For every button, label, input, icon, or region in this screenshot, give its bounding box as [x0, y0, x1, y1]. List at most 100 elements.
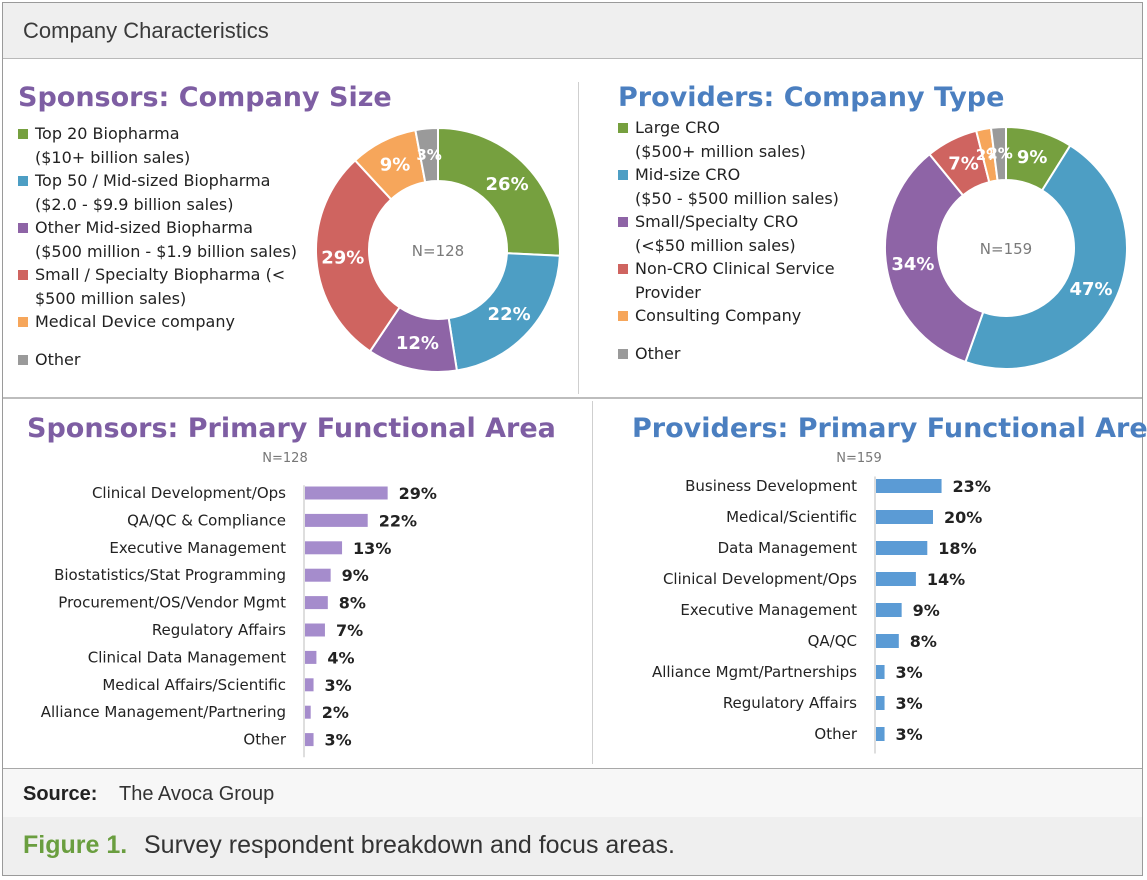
bar-value-label: 8% [910, 632, 937, 651]
donut-slice [437, 126, 561, 257]
providers-functional-title: Providers: Primary Functional Area [632, 413, 1147, 444]
bar-value-label: 29% [399, 484, 437, 503]
legend-label: ($500 million - $1.9 billion sales) [35, 241, 297, 261]
bar-category-label: Medical Affairs/Scientific [102, 676, 286, 694]
legend-item: Other [18, 348, 318, 372]
legend-swatch [18, 129, 28, 139]
legend-item: Top 50 / Mid-sized Biopharma ($2.0 - $9.9… [18, 169, 318, 216]
legend-swatch [618, 311, 628, 321]
providers-functional-bar-chart: N=159 Business Development 23% Medical/Scie… [652, 451, 991, 754]
bar-category-label: Business Development [685, 477, 857, 495]
source-text: The Avoca Group [119, 783, 275, 805]
legend-label: Other [635, 343, 681, 363]
legend-label: Other Mid-sized Biopharma [35, 218, 253, 237]
legend-swatch [618, 170, 628, 180]
legend-label: Large CRO [635, 118, 720, 137]
legend-label: ($10+ billion sales) [35, 147, 191, 167]
donut-slice [315, 159, 401, 353]
legend-item: Small / Specialty Biopharma (< $500 milli… [18, 263, 318, 310]
bar-value-label: 23% [953, 477, 991, 496]
bar-value-label: 3% [896, 725, 923, 744]
legend-item: Other Mid-sized Biopharma ($500 million -… [18, 216, 318, 263]
bar [876, 603, 902, 617]
bar-value-label: 9% [342, 566, 369, 585]
bar [305, 596, 328, 610]
bar-category-label: QA/QC [808, 632, 857, 650]
bar-value-label: 3% [325, 676, 352, 695]
bar-value-label: 8% [339, 594, 366, 613]
bar-category-label: Executive Management [109, 539, 286, 557]
donut-slice [884, 152, 985, 364]
donut-slice [447, 252, 561, 372]
donut-slice-label: 3% [416, 146, 441, 164]
bar-category-label: Clinical Data Management [88, 648, 286, 666]
legend-label: Small / Specialty Biopharma (< [35, 265, 286, 284]
legend-swatch [618, 123, 628, 133]
figure-caption: Figure 1. Survey respondent breakdown an… [3, 817, 1142, 875]
sponsors-size-legend: Top 20 Biopharma ($10+ billion sales) Top … [18, 122, 318, 371]
bar [305, 650, 317, 664]
legend-swatch [18, 270, 28, 280]
legend-label: ($500+ million sales) [635, 141, 806, 161]
bar [876, 696, 885, 710]
bar-value-label: 22% [379, 511, 417, 530]
bar-category-label: Procurement/OS/Vendor Mgmt [58, 594, 286, 612]
sponsors-size-donut-chart: 26% 22% 12% 29% 9% 3% N=128 [315, 126, 561, 373]
bar [305, 568, 331, 582]
sponsors-functional-title: Sponsors: Primary Functional Area [27, 413, 556, 444]
donut-slice-label: 9% [1017, 147, 1048, 168]
bar-value-label: 3% [896, 663, 923, 682]
bar-category-label: Clinical Development/Ops [92, 484, 286, 502]
legend-swatch [618, 348, 628, 359]
bar [305, 733, 314, 747]
bar [305, 678, 314, 692]
legend-swatch [18, 317, 28, 327]
caption-label: Figure 1. [23, 831, 128, 859]
bar [876, 665, 885, 679]
bar-value-label: 9% [913, 601, 940, 620]
bar-category-label: Regulatory Affairs [723, 694, 857, 712]
legend-label: Small/Specialty CRO [635, 212, 799, 231]
sponsors-size-title: Sponsors: Company Size [18, 82, 392, 113]
donut-slice-label: 22% [488, 304, 531, 325]
donut-slice-label: 9% [380, 155, 411, 176]
legend-label: Consulting Company [635, 306, 802, 325]
bar [876, 634, 899, 648]
providers-type-donut-chart: 9%47%34%7%2%2%N=159 [884, 125, 1128, 370]
donut-slice-label: 2% [987, 145, 1012, 163]
legend-label: ($50 - $500 million sales) [635, 188, 839, 208]
bar-chart-n-label: N=159 [836, 451, 881, 466]
legend-swatch [618, 217, 628, 227]
providers-type-legend: Large CRO ($500+ million sales) Mid-size C… [618, 116, 878, 365]
bar-chart-n-label: N=128 [262, 451, 307, 466]
divider-horizontal [3, 397, 1142, 399]
bar [305, 513, 368, 527]
legend-label: Provider [635, 282, 701, 302]
divider-top-vertical [578, 82, 579, 394]
legend-label: Top 50 / Mid-sized Biopharma [35, 171, 271, 190]
bar [876, 510, 933, 524]
donut-slice [989, 125, 1007, 182]
legend-item: Top 20 Biopharma ($10+ billion sales) [18, 122, 318, 169]
donut-slice [414, 126, 439, 184]
bar-value-label: 13% [353, 539, 391, 558]
source-bar: Source: The Avoca Group [3, 768, 1142, 818]
legend-item: Consulting Company [618, 304, 878, 328]
legend-label: ($2.0 - $9.9 billion sales) [35, 194, 234, 214]
legend-label: Mid-size CRO [635, 165, 741, 184]
donut-slice-label: 12% [396, 333, 439, 354]
legend-label: Top 20 Biopharma [35, 124, 180, 143]
bar-category-label: Alliance Mgmt/Partnerships [652, 663, 857, 681]
bar-value-label: 3% [896, 694, 923, 713]
figure-header: Company Characteristics [3, 3, 1142, 59]
divider-bottom-vertical [592, 401, 593, 764]
legend-item: Medical Device company [18, 310, 318, 334]
bar-value-label: 3% [325, 731, 352, 750]
legend-item: Small/Specialty CRO (<$50 million sales) [618, 210, 878, 257]
bar [876, 572, 916, 586]
legend-swatch [18, 354, 28, 365]
source-label: Source: [23, 783, 98, 805]
legend-item: Non-CRO Clinical Service Provider [618, 257, 878, 304]
header-title: Company Characteristics [23, 18, 269, 43]
legend-item: Mid-size CRO ($50 - $500 million sales) [618, 163, 878, 210]
